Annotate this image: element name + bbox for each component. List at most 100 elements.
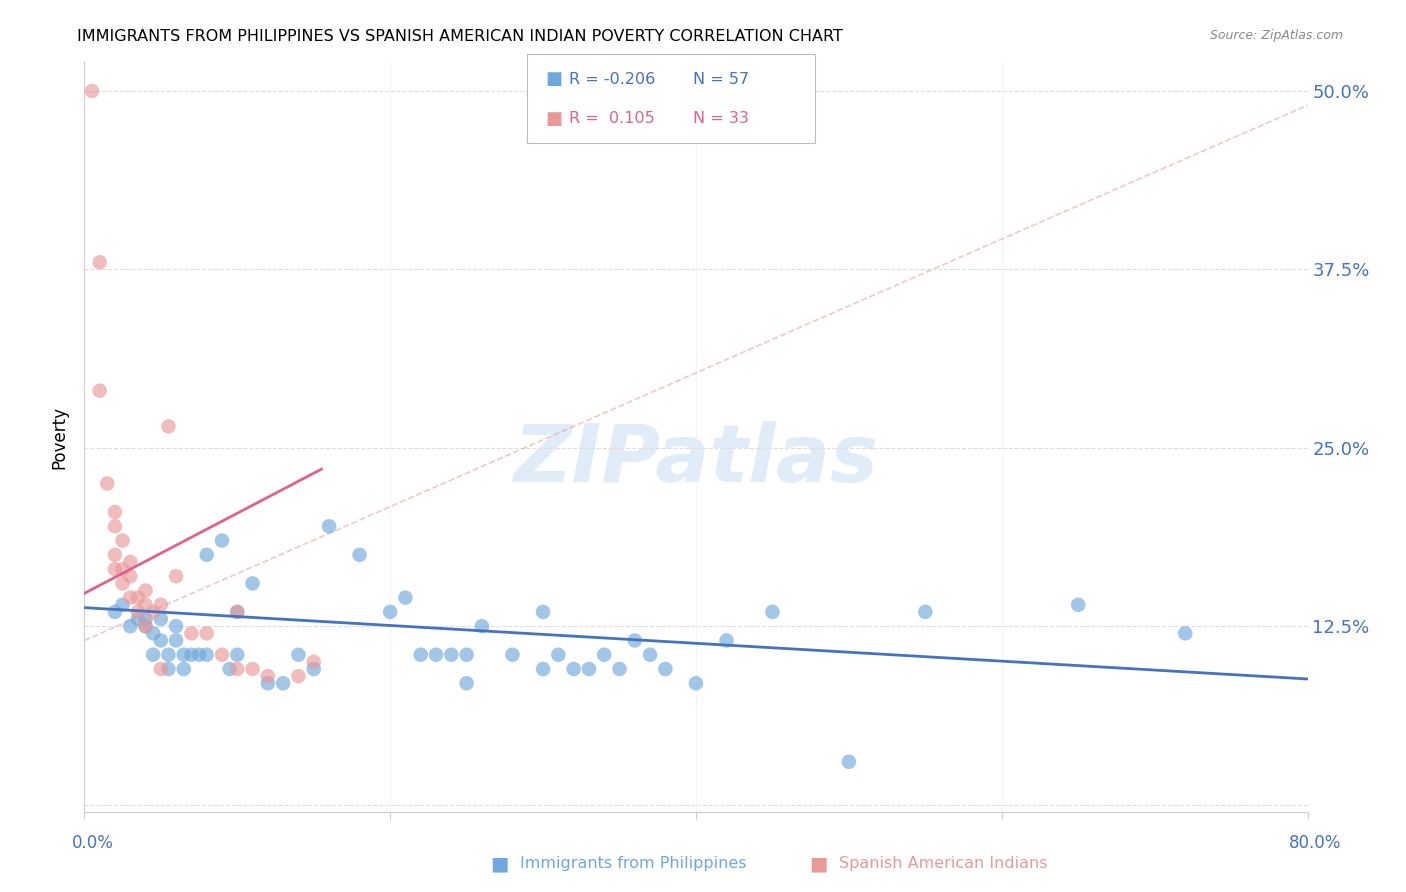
Point: [173, 662, 195, 676]
Point: [716, 633, 738, 648]
Point: [318, 519, 340, 533]
Text: Spanish American Indians: Spanish American Indians: [839, 856, 1047, 871]
Point: [104, 562, 127, 576]
Point: [624, 633, 647, 648]
Point: [135, 598, 157, 612]
Text: N = 57: N = 57: [693, 72, 749, 87]
Point: [104, 519, 127, 533]
Text: ■: ■: [489, 854, 509, 873]
Point: [142, 648, 165, 662]
Point: [440, 648, 463, 662]
Point: [80, 84, 103, 98]
Y-axis label: Poverty: Poverty: [51, 406, 69, 468]
Point: [638, 648, 661, 662]
Point: [547, 648, 569, 662]
Point: [242, 662, 264, 676]
Text: ■: ■: [546, 70, 562, 88]
Point: [271, 676, 294, 690]
Point: [302, 662, 325, 676]
Point: [531, 662, 554, 676]
Point: [157, 419, 180, 434]
Point: [226, 605, 249, 619]
Point: [157, 662, 180, 676]
Point: [127, 612, 149, 626]
Text: 0.0%: 0.0%: [72, 834, 114, 852]
Point: [135, 619, 157, 633]
Point: [120, 569, 142, 583]
Point: [609, 662, 631, 676]
Point: [761, 605, 783, 619]
Point: [349, 548, 371, 562]
Text: Source: ZipAtlas.com: Source: ZipAtlas.com: [1209, 29, 1343, 42]
Point: [531, 605, 554, 619]
Point: [127, 605, 149, 619]
Point: [111, 576, 134, 591]
Text: ■: ■: [546, 110, 562, 128]
Point: [257, 676, 280, 690]
Point: [287, 669, 309, 683]
Point: [195, 548, 218, 562]
Point: [165, 633, 187, 648]
Point: [180, 626, 202, 640]
Point: [135, 619, 157, 633]
Point: [89, 384, 111, 398]
Text: ■: ■: [808, 854, 828, 873]
Point: [104, 548, 127, 562]
Point: [180, 648, 202, 662]
Point: [135, 583, 157, 598]
Point: [195, 648, 218, 662]
Point: [157, 648, 180, 662]
Text: 80.0%: 80.0%: [1288, 834, 1341, 852]
Point: [685, 676, 707, 690]
Point: [120, 555, 142, 569]
Point: [104, 505, 127, 519]
Point: [456, 676, 478, 690]
Point: [242, 576, 264, 591]
Point: [287, 648, 309, 662]
Point: [578, 662, 600, 676]
Point: [302, 655, 325, 669]
Point: [149, 612, 172, 626]
Point: [111, 533, 134, 548]
Point: [96, 476, 118, 491]
Point: [111, 598, 134, 612]
Point: [142, 626, 165, 640]
Text: ZIPatlas: ZIPatlas: [513, 420, 879, 499]
Point: [149, 598, 172, 612]
Point: [173, 648, 195, 662]
Point: [226, 648, 249, 662]
Point: [226, 605, 249, 619]
Text: Immigrants from Philippines: Immigrants from Philippines: [520, 856, 747, 871]
Point: [135, 612, 157, 626]
Text: R =  0.105: R = 0.105: [569, 112, 655, 126]
Point: [195, 626, 218, 640]
Point: [89, 255, 111, 269]
Text: IMMIGRANTS FROM PHILIPPINES VS SPANISH AMERICAN INDIAN POVERTY CORRELATION CHART: IMMIGRANTS FROM PHILIPPINES VS SPANISH A…: [77, 29, 844, 44]
Point: [211, 533, 233, 548]
Text: R = -0.206: R = -0.206: [569, 72, 655, 87]
Point: [120, 591, 142, 605]
Point: [165, 569, 187, 583]
Point: [104, 605, 127, 619]
Point: [394, 591, 416, 605]
Point: [142, 605, 165, 619]
Point: [838, 755, 860, 769]
Point: [226, 662, 249, 676]
Point: [380, 605, 402, 619]
Point: [593, 648, 616, 662]
Point: [149, 633, 172, 648]
Point: [211, 648, 233, 662]
Text: N = 33: N = 33: [693, 112, 749, 126]
Point: [149, 662, 172, 676]
Point: [188, 648, 211, 662]
Point: [654, 662, 676, 676]
Point: [127, 591, 149, 605]
Point: [1174, 626, 1197, 640]
Point: [502, 648, 524, 662]
Point: [111, 562, 134, 576]
Point: [562, 662, 585, 676]
Point: [409, 648, 432, 662]
Point: [456, 648, 478, 662]
Point: [914, 605, 936, 619]
Point: [165, 619, 187, 633]
